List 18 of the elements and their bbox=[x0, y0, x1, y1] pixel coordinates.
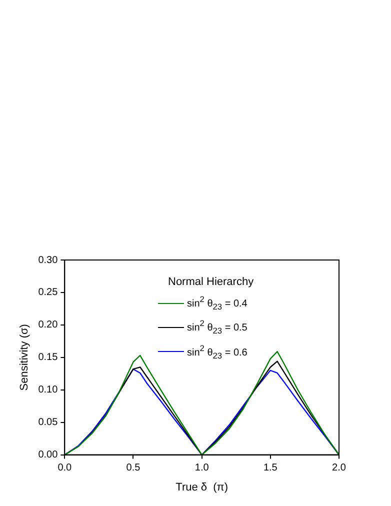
y-tick-label: 0.05 bbox=[38, 417, 58, 428]
y-tick-label: 0.10 bbox=[38, 384, 58, 396]
y-tick-label: 0.25 bbox=[38, 287, 58, 298]
x-tick-label: 0.5 bbox=[126, 462, 141, 474]
legend-label: sin$^{2}$ θ$_{23}$ = 0.5 bbox=[187, 317, 248, 338]
y-axis-title: Sensitivity (σ) bbox=[18, 324, 31, 391]
y-tick-label: 0.15 bbox=[38, 352, 58, 364]
x-tick-label: 1.5 bbox=[263, 462, 278, 474]
legend-label: sin$^{2}$ θ$_{23}$ = 0.6 bbox=[187, 342, 248, 362]
x-tick-label: 0.0 bbox=[58, 462, 72, 474]
y-tick-label: 0.20 bbox=[38, 320, 58, 331]
legend-label: sin$^{2}$ θ$_{23}$ = 0.4 bbox=[187, 293, 248, 314]
y-tick-label: 0.00 bbox=[38, 450, 58, 461]
x-tick-label: 2.0 bbox=[332, 462, 346, 474]
y-tick-label: 0.30 bbox=[38, 254, 58, 266]
x-axis-title: True δ (π) bbox=[176, 481, 228, 494]
legend-title: Normal Hierarchy bbox=[167, 275, 254, 290]
x-tick-label: 1.0 bbox=[194, 462, 210, 474]
